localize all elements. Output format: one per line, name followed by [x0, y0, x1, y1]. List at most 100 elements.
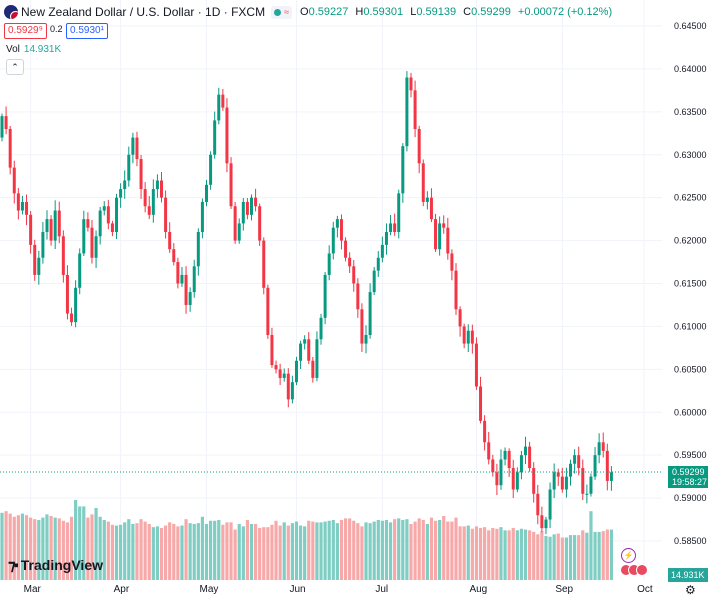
volume-bar: [139, 519, 143, 580]
candle-body: [209, 154, 213, 185]
flash-icon[interactable]: ⚡: [621, 548, 636, 563]
volume-badge: 14.931K: [668, 568, 708, 582]
symbol-title[interactable]: New Zealand Dollar / U.S. Dollar · 1D · …: [21, 5, 266, 19]
volume-bar: [474, 526, 479, 580]
volume-bar: [384, 519, 389, 580]
volume-bar: [74, 500, 78, 580]
volume-bar: [94, 508, 98, 580]
candle-body: [556, 472, 560, 477]
volume-bar: [577, 535, 581, 580]
candle-body: [397, 193, 401, 232]
candle-body: [327, 253, 331, 275]
candle-body: [274, 365, 278, 370]
volume-bar: [192, 523, 196, 580]
volume-bar: [564, 537, 569, 580]
volume-bar: [319, 522, 323, 580]
volume-bar: [82, 506, 86, 580]
candle-body: [458, 309, 462, 327]
candle-body: [176, 262, 180, 284]
candle-body: [393, 223, 397, 232]
month-label: Sep: [555, 584, 574, 595]
volume-bar: [429, 517, 434, 580]
volume-bar: [528, 530, 532, 580]
sell-button[interactable]: 0.5929⁹: [4, 23, 47, 39]
open-label: O: [300, 6, 309, 18]
volume-bar: [229, 522, 233, 580]
spread-value: 0.2: [50, 24, 63, 34]
volume-bar: [151, 527, 155, 580]
volume-bar: [544, 535, 548, 580]
candle-body: [119, 189, 123, 198]
logo-text: TradingView: [20, 557, 103, 573]
month-label: Apr: [113, 584, 130, 595]
candle-body: [483, 420, 487, 443]
event-flag-icon[interactable]: [636, 564, 648, 576]
candle-body: [401, 146, 405, 194]
candle-body: [16, 193, 20, 211]
candle-body: [41, 232, 45, 258]
volume-bar: [360, 526, 364, 580]
volume-legend[interactable]: Vol 14.931K: [6, 44, 61, 55]
volume-bar: [507, 530, 511, 580]
candle-body: [303, 339, 307, 344]
month-label: May: [199, 584, 219, 595]
volume-bar: [335, 523, 339, 580]
volume-bar: [298, 525, 303, 580]
market-status[interactable]: ≈: [271, 5, 293, 19]
volume-bar: [45, 514, 49, 580]
gear-icon[interactable]: ⚙: [685, 583, 696, 597]
volume-bar: [495, 528, 499, 580]
candle-body: [4, 116, 8, 129]
candle-body: [213, 120, 217, 155]
volume-bar: [409, 523, 413, 580]
volume-bar: [540, 531, 544, 580]
volume-bar: [523, 529, 528, 580]
volume-bar: [425, 523, 429, 580]
candle-body: [454, 270, 458, 310]
volume-bar: [560, 537, 564, 580]
candle-body: [33, 244, 37, 275]
volume-bar: [478, 527, 483, 580]
candle-body: [12, 167, 16, 194]
volume-bar: [609, 529, 614, 580]
price-tick-label: 0.59500: [674, 450, 707, 460]
economic-events[interactable]: [620, 564, 648, 576]
volume-bar: [585, 532, 589, 580]
candle-body: [434, 219, 438, 250]
candle-body: [552, 472, 556, 490]
volume-bar: [131, 523, 135, 580]
tradingview-logo[interactable]: ⁊▪ TradingView: [8, 556, 103, 574]
candle-body: [237, 223, 241, 241]
candle-body: [25, 201, 29, 215]
symbol-header: New Zealand Dollar / U.S. Dollar · 1D · …: [4, 4, 612, 20]
candle-body: [147, 206, 151, 215]
candle-body: [188, 292, 192, 305]
volume-bar: [237, 523, 241, 580]
chevron-up-icon[interactable]: ⌃: [6, 59, 24, 75]
candle-body: [474, 343, 478, 387]
volume-bar: [78, 506, 82, 580]
candle-body: [278, 369, 282, 378]
volume-value: 14.931K: [23, 44, 62, 55]
volume-bar: [258, 527, 262, 580]
volume-bar: [33, 519, 37, 580]
candle-body: [286, 373, 290, 400]
volume-bar: [552, 534, 556, 580]
volume-bar: [413, 521, 417, 580]
buy-button[interactable]: 0.5930¹: [66, 23, 108, 39]
candle-body: [249, 197, 253, 215]
candle-body: [262, 240, 266, 288]
volume-bar: [532, 531, 536, 580]
volume-bar: [290, 523, 294, 580]
volume-bar: [454, 517, 458, 580]
price-axis[interactable]: 0.58500 0.59000 0.59500 0.60000 0.60500 0.610…: [674, 21, 707, 546]
volume-bar: [536, 534, 540, 580]
open-value: 0.59227: [308, 6, 349, 18]
candle-body: [0, 116, 4, 138]
month-label: Mar: [23, 584, 41, 595]
candle-body: [597, 442, 601, 456]
candle-body: [245, 201, 249, 215]
volume-bar: [49, 515, 53, 580]
candle-body: [155, 180, 159, 190]
